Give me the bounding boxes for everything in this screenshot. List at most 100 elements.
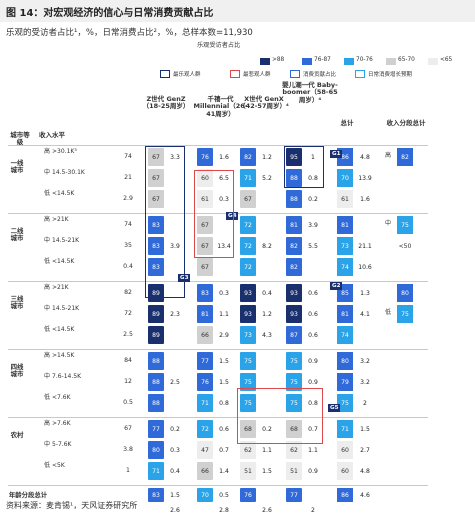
total-optimism-cell: 61: [337, 190, 353, 208]
optimism-cell: 67: [197, 216, 213, 234]
legend-range-label-4: <65: [440, 57, 453, 63]
legend-swatch-3: [386, 58, 396, 65]
consumption-share-cell: 0.3: [219, 289, 229, 297]
optimism-cell: 75: [240, 352, 256, 370]
total-consumption-cell: [355, 326, 375, 344]
total-optimism-cell: 74: [337, 258, 353, 276]
income-subtotal-cell: <50: [397, 237, 413, 255]
optimism-cell: 75: [286, 373, 302, 391]
consumption-share-cell: 1.1: [308, 446, 318, 454]
legend-range-label-0: >88: [272, 57, 285, 63]
optimism-cell: 62: [240, 441, 256, 459]
income-subtotal-cell: 82: [397, 148, 413, 166]
consumption-share-cell: 0.4: [170, 467, 180, 475]
income-range: <5K: [52, 462, 65, 469]
total-consumption-cell: 3.2: [360, 378, 370, 386]
optimism-cell: 72: [240, 258, 256, 276]
income-share-value: 1: [126, 467, 130, 474]
total-optimism-cell: 70: [337, 169, 353, 187]
income-label: 低: [44, 258, 51, 265]
income-share-value: 82: [124, 289, 132, 296]
group-marker-g2: G2: [330, 282, 343, 290]
age-total-sub-cell: 2.6: [262, 506, 272, 514]
legend-item-swatch-2: [290, 70, 300, 78]
legend-item-label-3: 日常消费增长预期: [368, 72, 413, 78]
consumption-share-cell: 4.3: [262, 331, 272, 339]
optimism-cell: 82: [286, 258, 302, 276]
consumption-share-cell: 13.4: [217, 242, 231, 250]
optimism-cell: 72: [197, 420, 213, 438]
consumption-share-cell: [304, 258, 322, 276]
consumption-share-cell: 1.6: [219, 153, 229, 161]
income-range: >30.1K³: [52, 148, 77, 155]
optimism-cell: 67: [240, 190, 256, 208]
income-range: <14.5K: [52, 326, 75, 333]
consumption-share-cell: 0.7: [219, 446, 229, 454]
consumption-share-cell: 3.9: [308, 221, 318, 229]
tier-label-0: 一线城市: [10, 159, 24, 175]
consumption-share-cell: 1.5: [262, 467, 272, 475]
consumption-share-cell: 1.1: [262, 446, 272, 454]
optimism-cell: 73: [240, 326, 256, 344]
age-total-optimism-cell: 83: [148, 488, 164, 502]
income-label: 低: [44, 190, 51, 197]
consumption-share-cell: 0.9: [308, 467, 318, 475]
optimism-cell: 83: [148, 216, 164, 234]
income-range: <14.5K: [52, 258, 75, 265]
header-city-tier: 城市等级: [10, 131, 30, 147]
legend-item-label-1: 最悲观人群: [243, 72, 271, 78]
optimism-cell: 60: [197, 169, 213, 187]
optimism-cell: 62: [286, 441, 302, 459]
income-range: >7.6K: [52, 420, 71, 427]
header-income-subtotal: 收入分段总计: [386, 119, 426, 127]
optimism-cell: 76: [197, 148, 213, 166]
income-label: 中: [44, 305, 51, 312]
optimism-cell: 71: [148, 462, 164, 480]
income-label: 高: [44, 216, 51, 223]
optimism-cell: 88: [148, 352, 164, 370]
income-label: 低: [44, 394, 51, 401]
highlight-frame-2: [194, 170, 234, 258]
consumption-share-cell: [258, 352, 276, 370]
optimism-cell: 75: [240, 373, 256, 391]
optimism-cell: 88: [148, 373, 164, 391]
header-income: 收入水平: [39, 131, 65, 139]
consumption-share-cell: [166, 352, 184, 370]
figure-title: 图 14：对宏观经济的信心与日常消费贡献占比: [6, 4, 213, 19]
age-total-consumption-cell: 1.5: [170, 491, 180, 499]
consumption-share-cell: 0.8: [308, 174, 318, 182]
optimism-cell: 80: [148, 441, 164, 459]
income-label: 高: [44, 148, 51, 155]
total-consumption-cell: 4.8: [360, 153, 370, 161]
tier-separator: [8, 485, 428, 486]
legend-swatch-0: [260, 58, 270, 65]
income-range: >21K: [52, 216, 69, 223]
total-consumption-cell: 1.5: [360, 425, 370, 433]
optimism-cell: 68: [240, 420, 256, 438]
tier-separator: [8, 281, 428, 282]
legend-item-swatch-3: [355, 70, 365, 78]
income-label: 高: [44, 284, 51, 291]
total-optimism-cell: 81: [337, 216, 353, 234]
legend-item-swatch-1: [230, 70, 240, 78]
optimism-cell: 87: [286, 326, 302, 344]
figure-title-text: 对宏观经济的信心与日常消费贡献占比: [43, 8, 214, 19]
group-marker-g5: G5: [328, 404, 341, 412]
optimism-cell: 77: [197, 352, 213, 370]
optimism-cell: 75: [240, 394, 256, 412]
income-label: 中: [44, 169, 51, 176]
age-total-label: 年龄分段总计: [8, 491, 48, 499]
consumption-share-cell: 3.3: [170, 153, 180, 161]
total-optimism-cell: 81: [337, 305, 353, 323]
total-consumption-cell: 21.1: [358, 242, 372, 250]
income-subtotal-cell: 80: [397, 284, 413, 302]
total-optimism-cell: 71: [337, 420, 353, 438]
total-consumption-cell: 2: [363, 399, 367, 407]
consumption-share-cell: [166, 394, 184, 412]
income-subtotal-label: 低: [385, 309, 392, 316]
age-total-consumption-cell: [258, 488, 276, 502]
tier-label-4: 农村: [10, 431, 24, 439]
optimism-cell: 93: [240, 305, 256, 323]
figure-subtitle: 乐观的受访者占比¹，%，日常消费占比²，%，总样本数=11,930: [6, 28, 253, 38]
optimism-cell: 68: [286, 420, 302, 438]
